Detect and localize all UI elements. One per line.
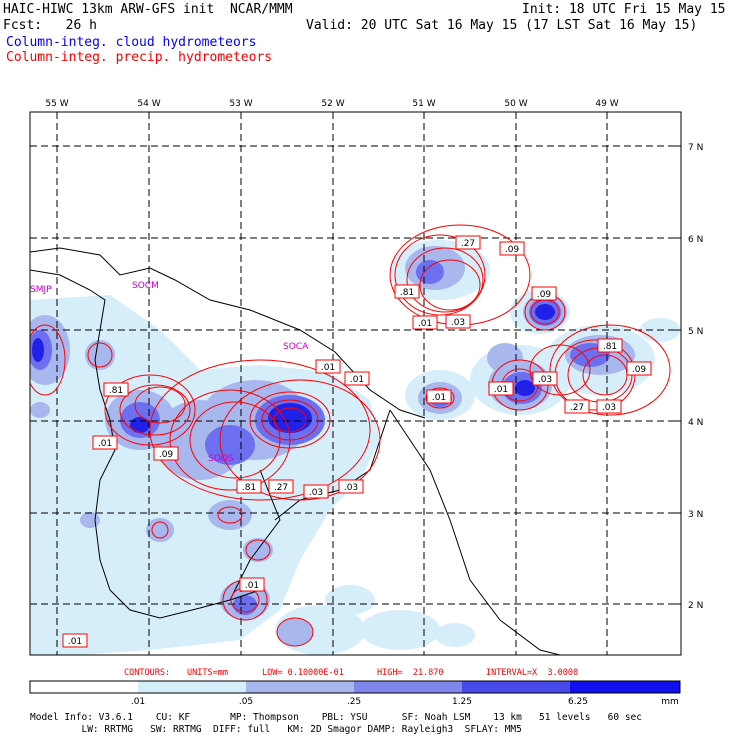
svg-text:.09: .09: [632, 365, 647, 375]
station-label: SOCA: [283, 342, 309, 352]
contour-label: .03: [532, 371, 558, 386]
contour-label: .01: [488, 381, 514, 396]
cloud-field-title: Column-integ. cloud hydrometeors: [6, 35, 257, 50]
contour-label: .81: [597, 338, 623, 353]
svg-text:.03: .03: [451, 318, 465, 328]
colorbar-ticks: .01 .05 .25 1.25 6.25 mm: [131, 697, 679, 707]
contour-label: .81: [236, 479, 262, 494]
colorbar-unit: mm: [661, 697, 679, 707]
contour-low: LOW= 0.10000E-01: [262, 668, 344, 678]
contour-label: .03: [338, 479, 364, 494]
contour-label: .27: [564, 399, 590, 414]
forecast-hour: Fcst: 26 h: [3, 18, 97, 33]
contour-high: HIGH= 21.870: [377, 668, 444, 678]
lat-label: 2 N: [688, 601, 703, 611]
svg-text:.09: .09: [159, 450, 174, 460]
svg-text:.09: .09: [537, 290, 552, 300]
svg-text:.01: .01: [418, 319, 432, 329]
model-title: HAIC-HIWC 13km ARW-GFS init NCAR/MMM: [3, 2, 293, 17]
lat-label: 5 N: [688, 327, 703, 337]
svg-text:1.25: 1.25: [452, 697, 472, 707]
svg-text:.09: .09: [505, 245, 520, 255]
lon-label: 54 W: [137, 99, 160, 109]
stations: SMJP SOCM SOCA SOOS: [30, 281, 309, 464]
svg-text:.01: .01: [68, 637, 82, 647]
lon-label: 52 W: [321, 99, 344, 109]
lon-label: 51 W: [412, 99, 435, 109]
svg-text:.03: .03: [602, 403, 616, 413]
svg-text:.01: .01: [432, 393, 446, 403]
contour-label: .01: [92, 435, 118, 450]
svg-text:.27: .27: [570, 403, 584, 413]
contour-label: .09: [153, 446, 179, 461]
svg-text:.81: .81: [603, 342, 617, 352]
svg-text:.25: .25: [347, 697, 361, 707]
contour-label: .01: [426, 389, 452, 404]
lat-lon-grid: [30, 112, 681, 655]
station-label: SMJP: [30, 285, 52, 295]
model-info-line1: Model Info: V3.6.1 CU: KF MP: Thompson P…: [30, 712, 642, 723]
coastline: [30, 247, 561, 655]
contour-label: .27: [455, 235, 481, 250]
map-frame: [29, 111, 682, 656]
lon-label: 50 W: [504, 99, 527, 109]
svg-text:.05: .05: [239, 697, 253, 707]
lon-label: 53 W: [229, 99, 252, 109]
contour-label-text: CONTOURS:: [124, 668, 171, 678]
svg-text:.01: .01: [131, 697, 145, 707]
contour-label: .81: [394, 284, 420, 299]
valid-time: Valid: 20 UTC Sat 16 May 15 (17 LST Sat …: [306, 18, 698, 33]
svg-text:.01: .01: [494, 385, 508, 395]
contour-interval: INTERVAL=X 3.0000: [486, 668, 579, 678]
contour-label: .81: [103, 382, 129, 397]
contour-label: .03: [303, 484, 329, 499]
station-label: SOOS: [208, 454, 234, 464]
svg-text:.03: .03: [309, 488, 323, 498]
contour-label: .01: [412, 315, 438, 330]
contour-label: .01: [62, 633, 88, 648]
init-time: Init: 18 UTC Fri 15 May 15: [522, 2, 726, 17]
lon-label: 55 W: [45, 99, 68, 109]
contour-label: .01: [239, 577, 265, 592]
shaded-cloud-field: [30, 240, 680, 655]
lat-label: 7 N: [688, 143, 703, 153]
lon-label: 49 W: [595, 99, 618, 109]
svg-text:.81: .81: [242, 483, 256, 493]
latitude-labels: 7 N 6 N 5 N 4 N 3 N 2 N: [688, 143, 703, 611]
model-info-line2: LW: RRTMG SW: RRTMG DIFF: full KM: 2D Sm…: [30, 724, 522, 735]
svg-text:.81: .81: [109, 386, 123, 396]
axis-ticks: [56, 112, 681, 605]
contour-label: .09: [499, 241, 525, 256]
svg-text:.01: .01: [321, 363, 335, 373]
station-label: SOCM: [132, 281, 159, 291]
contour-label: .03: [445, 314, 471, 329]
colorbar: [29, 680, 681, 694]
contour-label: .01: [344, 371, 370, 386]
svg-text:.01: .01: [350, 375, 364, 385]
svg-text:.27: .27: [461, 239, 475, 249]
contour-label: .01: [315, 359, 341, 374]
svg-text:6.25: 6.25: [568, 697, 588, 707]
svg-text:.01: .01: [245, 581, 259, 591]
contour-label: .09: [626, 361, 652, 376]
svg-text:.81: .81: [400, 288, 414, 298]
contour-label: .27: [268, 479, 294, 494]
longitude-labels: 55 W 54 W 53 W 52 W 51 W 50 W 49 W: [45, 99, 618, 109]
contour-labels: .27 .09 .81 .01 .03 .09 .01 .03 .81 .01 …: [62, 235, 652, 648]
contour-label: .03: [596, 399, 622, 414]
lat-label: 4 N: [688, 418, 703, 428]
lat-label: 3 N: [688, 510, 703, 520]
contour-units: UNITS=mm: [187, 668, 228, 678]
svg-text:.03: .03: [344, 483, 358, 493]
svg-text:.27: .27: [274, 483, 288, 493]
contour-label: .09: [531, 286, 557, 301]
svg-text:.03: .03: [538, 375, 552, 385]
lat-label: 6 N: [688, 235, 703, 245]
svg-text:.01: .01: [98, 439, 112, 449]
precip-field-title: Column-integ. precip. hydrometeors: [6, 50, 273, 65]
